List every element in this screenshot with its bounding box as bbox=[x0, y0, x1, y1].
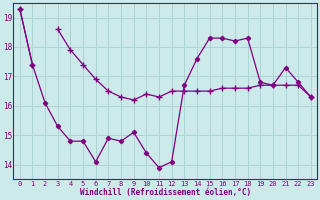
X-axis label: Windchill (Refroidissement éolien,°C): Windchill (Refroidissement éolien,°C) bbox=[80, 188, 251, 197]
